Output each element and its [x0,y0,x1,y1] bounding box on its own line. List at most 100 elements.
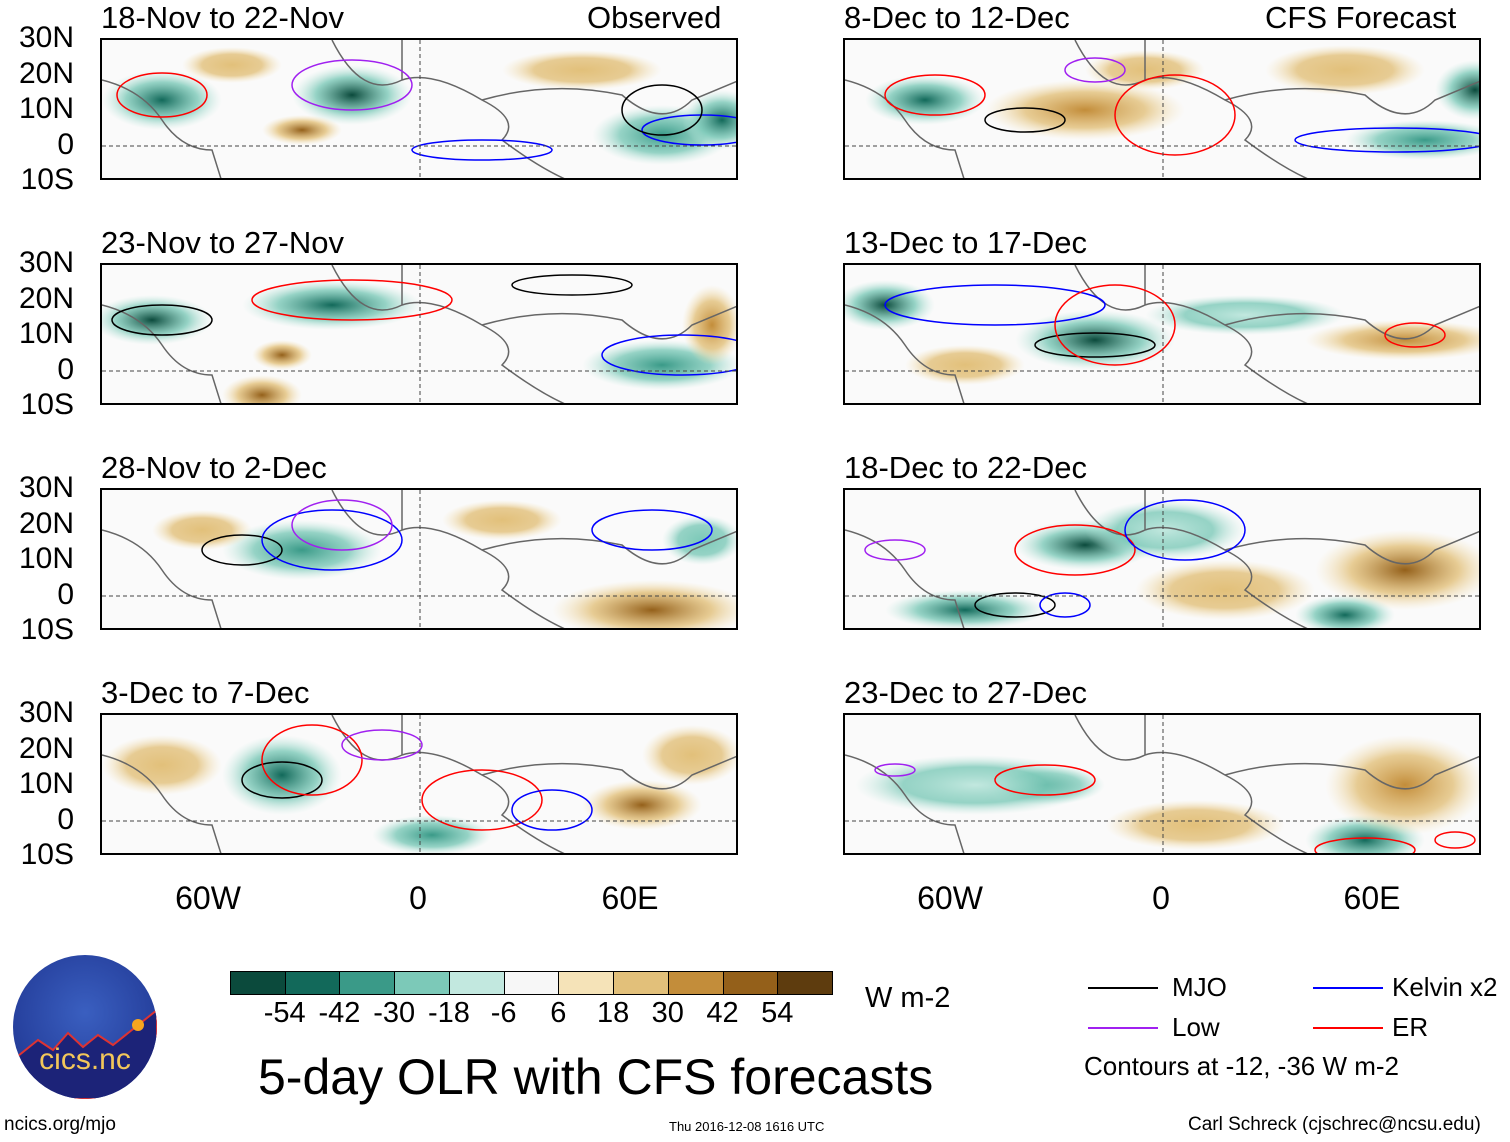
olr-anomaly-area [502,50,662,90]
wave-contour [591,509,713,551]
olr-anomaly-area [582,780,702,830]
forecast-panel-2 [843,263,1481,405]
legend-er-line [1313,1027,1383,1029]
forecast-label: CFS Forecast [1265,0,1457,35]
wave-contour [201,534,283,566]
wave-contour [421,769,543,831]
olr-anomaly-area [262,115,342,145]
olr-anomaly-area [1295,595,1395,628]
olr-anomaly-area [1435,60,1479,120]
colorbar-swatch [722,971,779,995]
lat-label: 10S [20,388,74,421]
wave-contour [1114,74,1236,156]
lat-label: 10S [20,163,74,196]
colorbar-label: -42 [318,997,361,1029]
colorbar-label: 42 [706,997,739,1029]
olr-anomaly-area [242,280,422,330]
colorbar-label: -30 [373,997,416,1029]
coastline [102,40,736,178]
olr-anomaly-area [885,590,1045,628]
lon-label-0-right: 0 [1152,880,1170,916]
lat-label: 20N [18,731,74,765]
olr-anomaly-area [182,47,282,83]
wave-contour [984,107,1066,133]
olr-anomaly-area [252,340,312,370]
panel-date-range: 28-Nov to 2-Dec [101,450,327,485]
wave-contour [291,499,393,551]
colorbar-label: -18 [427,997,470,1029]
olr-anomaly-area [152,510,252,550]
olr-anomaly-area [985,80,1185,140]
olr-anomaly-area [682,90,736,150]
observed-panel-1 [100,38,738,180]
figure-title: 5-day OLR with CFS forecasts [258,1049,934,1105]
footer-author: Carl Schreck (cjschrec@ncsu.edu) [1188,1114,1481,1135]
colorbar-swatch [777,971,833,995]
olr-anomaly-area [845,280,935,330]
legend-er: ER [1392,1012,1429,1042]
coastline [845,490,1479,628]
panel-date-range: 8-Dec to 12-Dec [844,0,1070,35]
colorbar-swatch [667,971,724,995]
cics-logo: cics.nc [13,955,157,1099]
legend-mjo-line [1088,987,1158,989]
olr-anomaly-area [1105,800,1285,850]
wave-contour [1314,837,1416,853]
coastline [102,265,736,403]
wave-contour [1384,322,1446,348]
colorbar-swatch [339,971,396,995]
wave-contour [974,592,1056,618]
wave-contour [994,764,1096,796]
colorbar-label: -54 [263,997,306,1029]
panel-date-range: 23-Dec to 27-Dec [844,675,1087,710]
wave-contour [1294,127,1479,153]
footer-url[interactable]: ncics.org/mjo [4,1114,116,1135]
legend-low: Low [1172,1012,1220,1042]
olr-anomaly-area [1265,45,1425,95]
contour-note: Contours at -12, -36 W m-2 [1084,1051,1399,1081]
olr-anomaly-area [292,65,412,125]
lat-label: 10S [20,613,74,646]
lat-label: 20N [18,56,74,90]
olr-anomaly-area [442,500,562,540]
olr-anomaly-area [905,345,1025,385]
wave-contour [1124,499,1246,561]
legend-kelvin: Kelvin x2 [1392,972,1498,1002]
colorbar-swatch [230,971,286,995]
observed-panel-4 [100,713,738,855]
lat-label: 0 [57,127,74,161]
olr-anomaly-area [102,295,212,345]
wave-contour [251,279,453,321]
wave-contour [261,509,403,571]
wave-contour [601,334,736,376]
colorbar-label: 54 [761,997,794,1029]
lon-label-60w-left: 60W [175,880,241,916]
wave-contour [864,539,926,561]
legend-low-line [1088,1027,1158,1029]
lat-label: 30N [18,246,74,279]
lon-label-60w-right: 60W [917,880,983,916]
colorbar-swatch [448,971,505,995]
olr-anomaly-area [1315,530,1479,610]
wave-contour [621,84,703,136]
lat-label: 0 [57,577,74,611]
wave-contour [411,139,553,161]
olr-anomaly-area [1325,735,1479,835]
colorbar-label: 6 [550,997,567,1029]
lat-label: 30N [18,21,74,54]
wave-contour [511,274,633,296]
olr-anomaly-area [1345,120,1479,160]
legend-mjo: MJO [1172,972,1227,1002]
wave-contour [1434,831,1476,849]
wave-contour [1034,332,1156,358]
olr-anomaly-area [865,75,985,125]
observed-label: Observed [587,0,722,35]
panel-date-range: 3-Dec to 7-Dec [101,675,310,710]
wave-contour [261,724,363,796]
wave-contour [116,72,208,118]
colorbar-swatch [284,971,341,995]
olr-anomaly-area [642,725,736,785]
panel-date-range: 18-Dec to 22-Dec [844,450,1087,485]
wave-contour [1014,524,1136,576]
